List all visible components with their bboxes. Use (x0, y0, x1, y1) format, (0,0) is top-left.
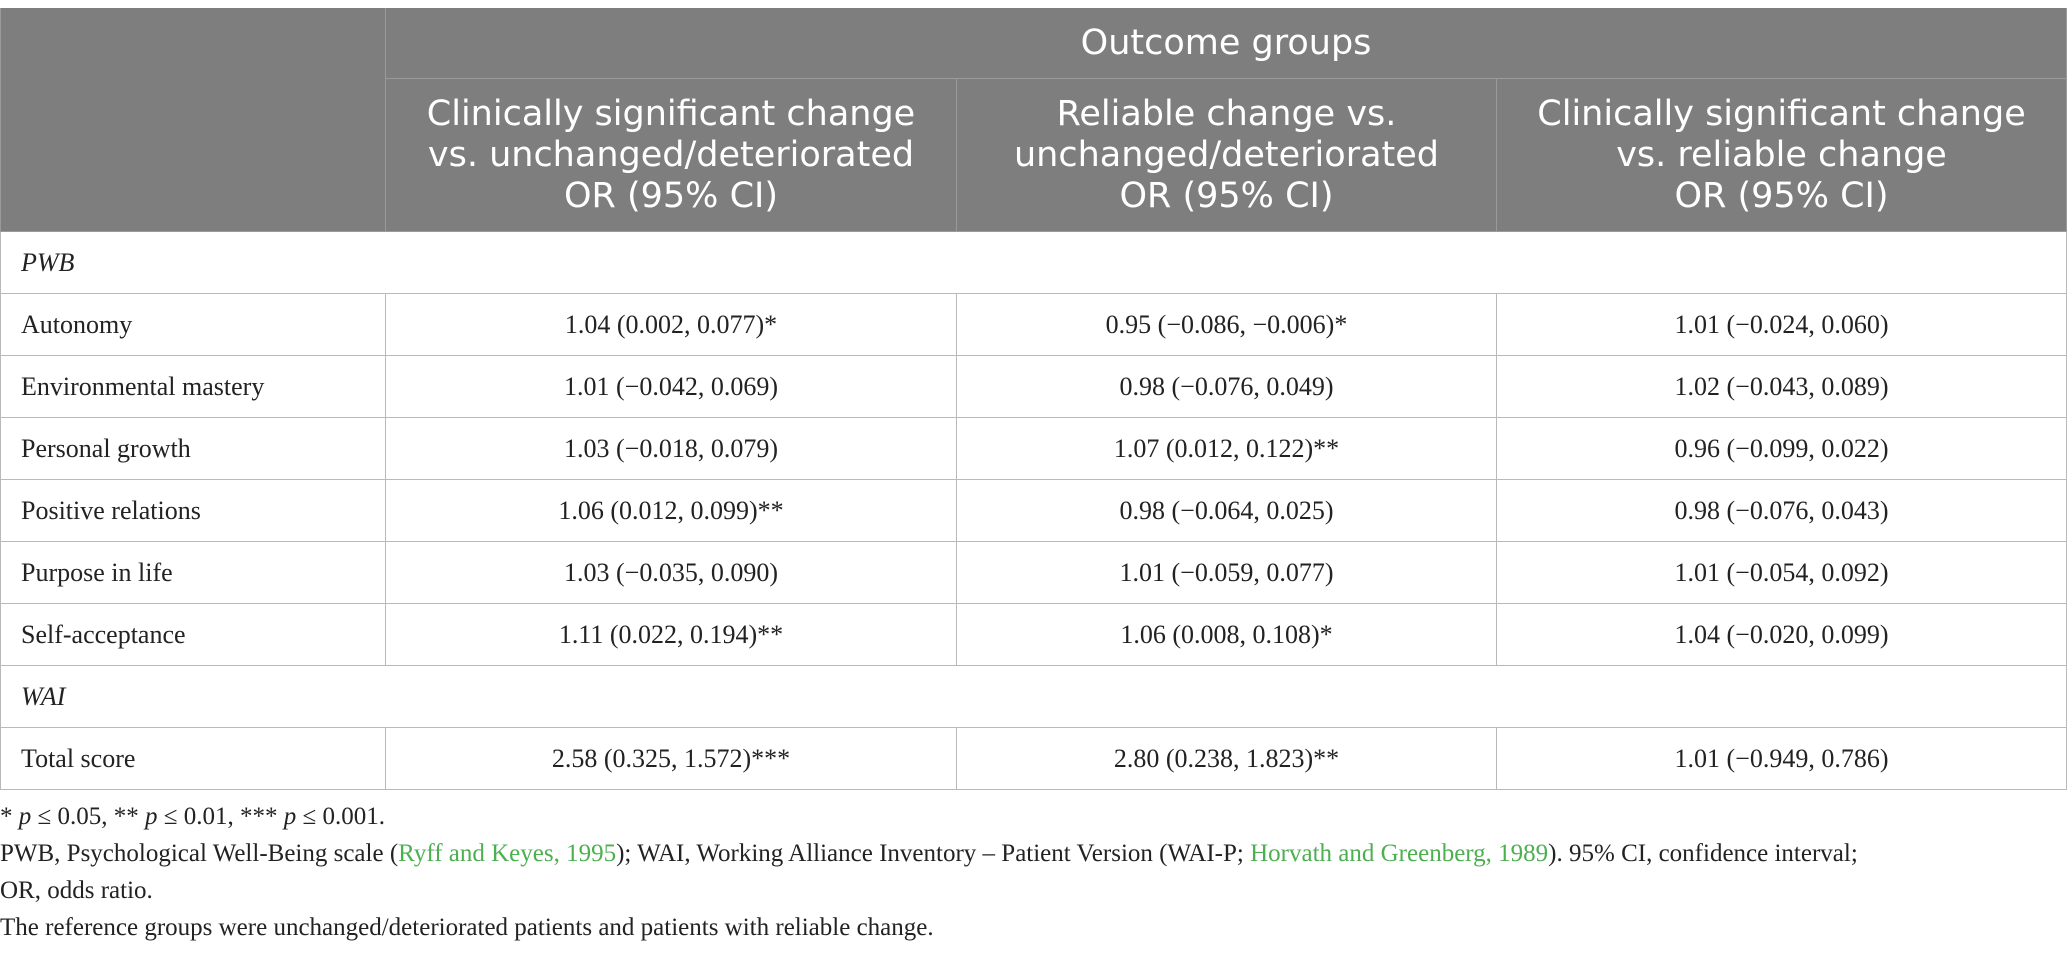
section-title: WAI (0, 665, 2067, 728)
table-cell: 0.95 (−0.086, −0.006)* (956, 293, 1497, 356)
table-row: Positive relations 1.06 (0.012, 0.099)**… (0, 479, 2067, 542)
table-cell: 1.04 (−0.020, 0.099) (1495, 603, 2067, 666)
row-label: Purpose in life (0, 541, 386, 604)
row-label: Self-acceptance (0, 603, 386, 666)
table-cell: 1.01 (−0.054, 0.092) (1495, 541, 2067, 604)
abbreviation-note: PWB, Psychological Well-Being scale (Ryf… (0, 835, 2060, 909)
table-cell: 2.80 (0.238, 1.823)** (956, 727, 1497, 790)
note-text: ≤ 0.001. (296, 803, 385, 830)
note-text: PWB, Psychological Well-Being scale ( (0, 840, 399, 867)
table-cell: 0.96 (−0.099, 0.022) (1495, 417, 2067, 480)
note-text: p (144, 803, 158, 830)
header-row-group: Outcome groups (0, 8, 2067, 232)
note-text: ≤ 0.01, *** (157, 803, 284, 830)
note-text: * (0, 803, 19, 830)
header-corner-cell (0, 8, 386, 232)
column-header-line: vs. unchanged/deteriorated (427, 134, 915, 175)
table-cell: 1.03 (−0.035, 0.090) (385, 541, 957, 604)
header-row-columns: Clinically significant change vs. unchan… (1, 78, 2067, 232)
column-header-line: Clinically significant change (426, 93, 916, 134)
note-text: ≤ 0.05, ** (31, 803, 145, 830)
table-row: Purpose in life 1.03 (−0.035, 0.090) 1.0… (0, 541, 2067, 604)
significance-note: * p ≤ 0.05, ** p ≤ 0.01, *** p ≤ 0.001. (0, 798, 2060, 835)
table-cell: 1.07 (0.012, 0.122)** (956, 417, 1497, 480)
row-label: Autonomy (0, 293, 386, 356)
note-text: p (18, 803, 32, 830)
note-text: ). 95% CI, confidence interval; (1548, 840, 1858, 867)
odds-ratio-table: Outcome groups Clinically significant ch… (0, 8, 2067, 790)
column-header-line: OR (95% CI) (1119, 175, 1334, 216)
note-text: p (283, 803, 297, 830)
table-cell: 1.01 (−0.949, 0.786) (1495, 727, 2067, 790)
column-header-line: unchanged/deteriorated (1013, 134, 1440, 175)
table-cell: 0.98 (−0.076, 0.049) (956, 355, 1497, 418)
column-header-rc-vs-unchanged: Reliable change vs. unchanged/deteriorat… (956, 78, 1497, 232)
reference-link-ryff[interactable]: Ryff and Keyes, 1995 (398, 840, 617, 867)
table-cell: 1.01 (−0.042, 0.069) (385, 355, 957, 418)
table-cell: 1.11 (0.022, 0.194)** (385, 603, 957, 666)
column-header-line: Reliable change vs. (1056, 93, 1397, 134)
section-title: PWB (0, 231, 2067, 294)
column-header-line: OR (95% CI) (564, 175, 778, 216)
section-row-wai: WAI (0, 665, 2067, 728)
table-row: Total score 2.58 (0.325, 1.572)*** 2.80 … (0, 727, 2067, 790)
results-table-container: Outcome groups Clinically significant ch… (0, 8, 2067, 790)
row-label: Personal growth (0, 417, 386, 480)
column-header-line: OR (95% CI) (1674, 175, 1889, 216)
column-header-csc-vs-unchanged: Clinically significant change vs. unchan… (385, 78, 957, 232)
note-text: ); WAI, Working Alliance Inventory – Pat… (616, 840, 1251, 867)
row-label: Environmental mastery (0, 355, 386, 418)
reference-group-note: The reference groups were unchanged/dete… (0, 914, 934, 941)
table-row: Self-acceptance 1.11 (0.022, 0.194)** 1.… (0, 603, 2067, 666)
section-row-pwb: PWB (0, 231, 2067, 294)
table-cell: 0.98 (−0.064, 0.025) (956, 479, 1497, 542)
table-cell: 1.06 (0.008, 0.108)* (956, 603, 1497, 666)
table-cell: 1.03 (−0.018, 0.079) (385, 417, 957, 480)
table-cell: 0.98 (−0.076, 0.043) (1495, 479, 2067, 542)
reference-link-horvath[interactable]: Horvath and Greenberg, 1989 (1250, 840, 1549, 867)
table-footnotes: * p ≤ 0.05, ** p ≤ 0.01, *** p ≤ 0.001. … (0, 798, 2060, 946)
table-cell: 1.04 (0.002, 0.077)* (385, 293, 957, 356)
note-text: OR, odds ratio. (0, 877, 153, 904)
table-row: Personal growth 1.03 (−0.018, 0.079) 1.0… (0, 417, 2067, 480)
column-header-csc-vs-rc: Clinically significant change vs. reliab… (1495, 78, 2067, 232)
table-cell: 1.01 (−0.024, 0.060) (1495, 293, 2067, 356)
table-row: Autonomy 1.04 (0.002, 0.077)* 0.95 (−0.0… (0, 293, 2067, 356)
column-header-line: Clinically significant change (1537, 93, 2026, 134)
table-cell: 2.58 (0.325, 1.572)*** (385, 727, 957, 790)
table-cell: 1.02 (−0.043, 0.089) (1495, 355, 2067, 418)
row-label: Positive relations (0, 479, 386, 542)
table-row: Environmental mastery 1.01 (−0.042, 0.06… (0, 355, 2067, 418)
column-header-line: vs. reliable change (1616, 134, 1947, 175)
table-cell: 1.01 (−0.059, 0.077) (956, 541, 1497, 604)
header-outcome-groups: Outcome groups (384, 8, 2067, 79)
table-cell: 1.06 (0.012, 0.099)** (385, 479, 957, 542)
row-label: Total score (0, 727, 386, 790)
